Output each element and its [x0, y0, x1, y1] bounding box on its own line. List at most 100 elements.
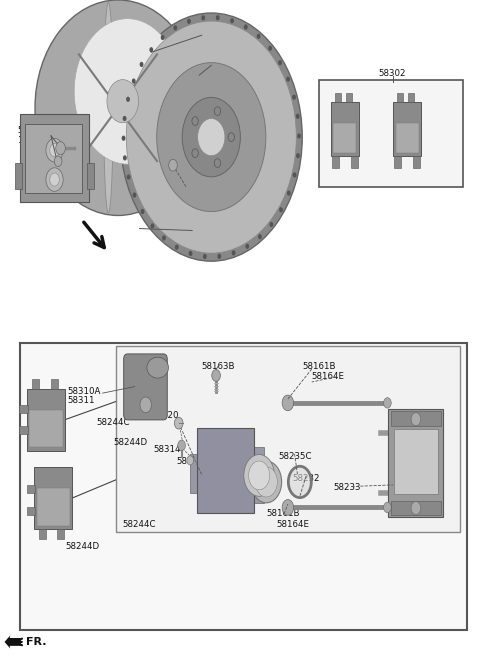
Circle shape — [123, 116, 127, 121]
Bar — [20, 343, 468, 630]
Circle shape — [269, 222, 273, 227]
Circle shape — [126, 21, 296, 253]
Bar — [319, 79, 463, 187]
Bar — [24, 124, 82, 193]
Ellipse shape — [35, 0, 201, 215]
Circle shape — [287, 191, 291, 196]
Text: 58232: 58232 — [293, 474, 320, 483]
Text: 58311: 58311 — [68, 396, 95, 405]
Circle shape — [161, 35, 165, 40]
Text: 1351JD: 1351JD — [17, 136, 48, 145]
Circle shape — [187, 18, 191, 24]
Bar — [397, 93, 403, 102]
Bar — [34, 467, 72, 529]
Bar — [87, 163, 94, 189]
Text: 58244C: 58244C — [96, 418, 130, 427]
Circle shape — [216, 15, 220, 20]
Bar — [413, 156, 420, 168]
Circle shape — [384, 397, 391, 408]
Circle shape — [127, 174, 131, 179]
Circle shape — [192, 148, 198, 158]
Text: 58310A: 58310A — [68, 388, 101, 396]
Text: 58235C: 58235C — [278, 452, 312, 461]
Circle shape — [168, 159, 177, 171]
Bar — [15, 163, 22, 189]
Text: 58163B: 58163B — [202, 363, 235, 371]
Bar — [391, 411, 441, 426]
Circle shape — [174, 417, 183, 429]
Circle shape — [279, 207, 283, 212]
Circle shape — [178, 440, 185, 451]
Bar — [20, 114, 89, 202]
Bar — [394, 429, 438, 494]
Circle shape — [201, 15, 205, 20]
Text: 58233: 58233 — [333, 484, 361, 492]
Bar — [346, 93, 352, 102]
Circle shape — [214, 159, 221, 168]
Bar — [396, 124, 419, 153]
Bar — [19, 426, 28, 434]
Circle shape — [268, 45, 272, 51]
Circle shape — [198, 118, 225, 156]
Bar — [197, 428, 254, 512]
Bar — [335, 93, 340, 102]
Circle shape — [107, 79, 139, 123]
Circle shape — [296, 153, 300, 158]
Text: 58230: 58230 — [193, 230, 220, 239]
Circle shape — [56, 142, 65, 155]
Circle shape — [54, 156, 62, 166]
Bar — [391, 501, 441, 515]
Circle shape — [293, 172, 297, 177]
Text: 58161B: 58161B — [266, 509, 300, 518]
Text: 58161B: 58161B — [302, 363, 336, 371]
FancyArrow shape — [4, 635, 21, 648]
Circle shape — [282, 395, 294, 411]
Text: 58243A
58244: 58243A 58244 — [202, 25, 235, 44]
Bar — [26, 507, 35, 514]
Bar — [408, 93, 414, 102]
Circle shape — [411, 413, 420, 426]
Text: 58411B: 58411B — [202, 60, 235, 69]
Circle shape — [212, 370, 220, 381]
Circle shape — [151, 223, 155, 229]
Bar — [51, 379, 58, 388]
Circle shape — [50, 144, 60, 157]
Circle shape — [288, 466, 312, 497]
Circle shape — [189, 251, 192, 256]
Bar — [190, 454, 199, 493]
Circle shape — [258, 234, 262, 239]
Circle shape — [123, 155, 127, 160]
Circle shape — [411, 501, 420, 514]
Circle shape — [149, 47, 153, 53]
Text: 51711: 51711 — [17, 126, 45, 135]
FancyBboxPatch shape — [124, 354, 167, 420]
Text: 58164E: 58164E — [276, 520, 309, 529]
Bar — [27, 388, 65, 451]
Circle shape — [232, 250, 236, 256]
Circle shape — [46, 168, 63, 191]
Text: 58314: 58314 — [154, 445, 181, 454]
Text: 58244D: 58244D — [113, 438, 147, 447]
Circle shape — [140, 397, 152, 413]
Circle shape — [141, 209, 144, 214]
Text: 58244D: 58244D — [65, 542, 99, 551]
Text: 58302: 58302 — [379, 69, 406, 78]
Circle shape — [282, 499, 294, 515]
Bar — [39, 529, 46, 539]
Ellipse shape — [147, 357, 168, 378]
Bar — [350, 156, 358, 168]
Circle shape — [292, 95, 296, 100]
Circle shape — [187, 456, 193, 465]
Circle shape — [249, 461, 270, 489]
Circle shape — [203, 254, 207, 259]
Circle shape — [140, 62, 144, 67]
Circle shape — [245, 244, 249, 249]
Circle shape — [230, 18, 234, 24]
Circle shape — [228, 133, 234, 141]
Text: 1220FS: 1220FS — [187, 204, 220, 214]
Circle shape — [120, 13, 302, 261]
Bar — [19, 405, 28, 413]
Bar — [333, 124, 356, 153]
Circle shape — [182, 97, 240, 177]
Bar — [29, 410, 63, 447]
